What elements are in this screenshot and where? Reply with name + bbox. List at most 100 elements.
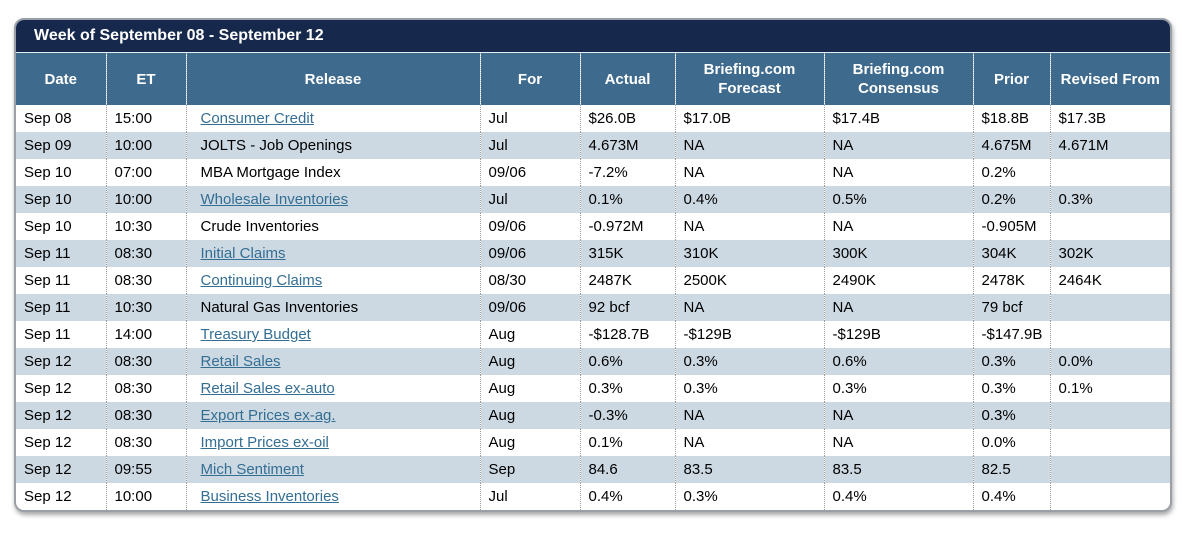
cell-release: Initial Claims [185,240,480,267]
cell-for: Jul [479,132,580,159]
cell-consensus: 0.6% [823,348,973,375]
table-row: Sep 12 08:30 Import Prices ex-oil Aug 0.1% NA… [16,429,1170,456]
cell-actual: 4.673M [579,132,675,159]
cell-consensus: NA [823,294,973,321]
column-header-date: Date [16,53,106,105]
cell-date: Sep 12 [24,434,72,451]
release-link[interactable]: Consumer Credit [200,110,314,127]
release-link[interactable]: Export Prices ex-ag. [200,407,336,424]
cell-for: Aug [479,375,580,402]
cell-release: Mich Sentiment [185,456,480,483]
cell-actual: -7.2% [579,159,675,186]
cell-et: 09:55 [105,456,186,483]
table-row: Sep 09 10:00 JOLTS - Job Openings Jul 4.673M… [16,132,1170,159]
table-row: Sep 10 10:30 Crude Inventories 09/06 -0.972M… [16,213,1170,240]
column-header-prior: Prior [972,53,1050,105]
cell-forecast: NA [674,132,824,159]
cell-forecast: 0.3% [674,375,824,402]
release-link[interactable]: Business Inventories [200,488,339,505]
cell-date: Sep 11 [24,272,71,289]
cell-for: 08/30 [479,267,580,294]
cell-et: 10:00 [105,186,186,213]
cell-actual: -$128.7B [579,321,675,348]
cell-et: 07:00 [105,159,186,186]
cell-for: Aug [479,429,580,456]
table-body: Sep 08 15:00 Consumer Credit Jul $26.0B $17.0… [16,105,1170,510]
release-link[interactable]: Initial Claims [200,245,286,262]
cell-actual: -0.3% [579,402,675,429]
cell-for: 09/06 [479,294,580,321]
cell-date: Sep 12 [24,353,72,370]
cell-consensus: NA [823,213,973,240]
table-row: Sep 12 08:30 Export Prices ex-ag. Aug -0.3% N… [16,402,1170,429]
release-link[interactable]: Retail Sales ex-auto [200,380,335,397]
economic-calendar-panel: Week of September 08 - September 12 Date… [14,18,1172,512]
cell-release: JOLTS - Job Openings [185,132,480,159]
cell-for: 09/06 [479,159,580,186]
cell-prior: 82.5 [972,456,1050,483]
cell-release: Wholesale Inventories [185,186,480,213]
cell-date: Sep 12 [24,380,72,397]
cell-consensus: -$129B [823,321,973,348]
cell-consensus: 300K [823,240,973,267]
table-row: Sep 12 10:00 Business Inventories Jul 0.4% 0.… [16,483,1170,510]
cell-date: Sep 12 [24,488,72,505]
cell-date: Sep 08 [24,110,72,127]
cell-for: Sep [479,456,580,483]
table-row: Sep 12 08:30 Retail Sales ex-auto Aug 0.3% 0.… [16,375,1170,402]
table-row: Sep 12 08:30 Retail Sales Aug 0.6% 0.3% 0.6% 0.… [16,348,1170,375]
cell-prior: 0.0% [972,429,1050,456]
cell-release: MBA Mortgage Index [185,159,480,186]
cell-consensus: NA [823,402,973,429]
cell-forecast: NA [674,402,824,429]
cell-actual: 92 bcf [579,294,675,321]
cell-consensus: 0.5% [823,186,973,213]
cell-date: Sep 09 [24,137,72,154]
cell-prior: 4.675M [972,132,1050,159]
cell-consensus: 0.4% [823,483,973,510]
cell-et: 08:30 [105,429,186,456]
cell-for: Jul [479,186,580,213]
cell-prior: 304K [972,240,1050,267]
cell-release: Treasury Budget [185,321,480,348]
table-row: Sep 08 15:00 Consumer Credit Jul $26.0B $17.0… [16,105,1170,132]
cell-revised: 0.0% [1049,348,1170,375]
release-link[interactable]: Retail Sales [200,353,281,370]
release-link[interactable]: Continuing Claims [200,272,323,289]
cell-date: Sep 12 [24,407,72,424]
cell-forecast: 0.4% [674,186,824,213]
cell-forecast: 310K [674,240,824,267]
cell-revised: 4.671M [1049,132,1170,159]
cell-date: Sep 10 [24,218,72,235]
release-link[interactable]: Import Prices ex-oil [200,434,329,451]
cell-date: Sep 10 [24,164,72,181]
cell-release: Natural Gas Inventories [185,294,480,321]
cell-revised: 302K [1049,240,1170,267]
cell-for: Jul [479,105,580,132]
cell-prior: -0.905M [972,213,1050,240]
cell-forecast: 2500K [674,267,824,294]
cell-date: Sep 10 [24,191,72,208]
cell-prior: 0.4% [972,483,1050,510]
cell-et: 08:30 [105,375,186,402]
cell-release: Continuing Claims [185,267,480,294]
cell-release: Retail Sales [185,348,480,375]
cell-actual: 0.1% [579,429,675,456]
cell-prior: -$147.9B [972,321,1050,348]
table-row: Sep 11 10:30 Natural Gas Inventories 09/06 9… [16,294,1170,321]
cell-release: Export Prices ex-ag. [185,402,480,429]
column-header-consensus: Briefing.com Consensus [823,53,973,105]
cell-actual: 0.6% [579,348,675,375]
release-link[interactable]: Wholesale Inventories [200,191,349,208]
cell-et: 08:30 [105,402,186,429]
cell-actual: -0.972M [579,213,675,240]
cell-consensus: NA [823,159,973,186]
cell-revised [1049,456,1170,483]
cell-date: Sep 11 [24,326,71,343]
cell-actual: 0.1% [579,186,675,213]
panel-title: Week of September 08 - September 12 [16,20,1170,53]
cell-forecast: 0.3% [674,348,824,375]
release-link[interactable]: Treasury Budget [200,326,311,343]
cell-et: 14:00 [105,321,186,348]
release-link[interactable]: Mich Sentiment [200,461,304,478]
